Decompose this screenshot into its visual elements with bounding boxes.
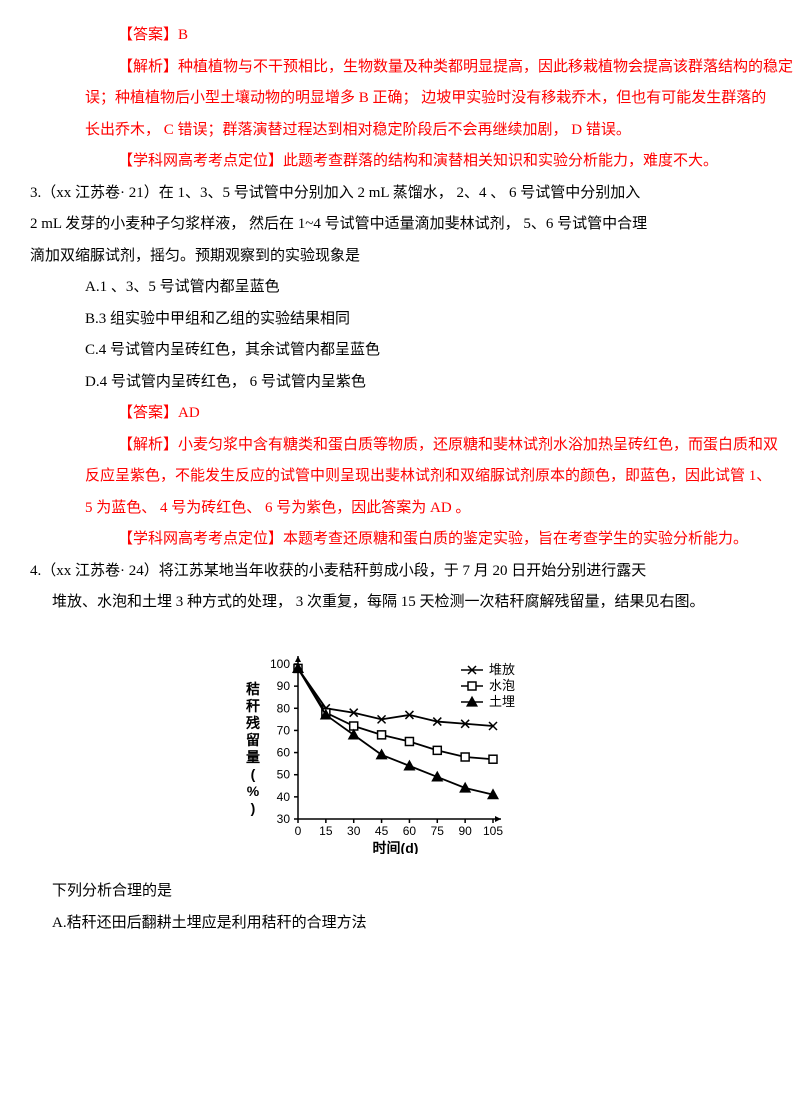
svg-text:秆: 秆 [246,698,260,714]
q3-explain-3: 5 为蓝色、 4 号为砖红色、 6 号为紫色，因此答案为 AD 。 [0,493,800,525]
svg-text:90: 90 [458,824,472,838]
svg-text:90: 90 [277,679,291,693]
svg-text:土埋: 土埋 [489,694,515,709]
q4-stem-1: 4.（xx 江苏卷· 24）将江苏某地当年收获的小麦秸秆剪成小段，于 7 月 2… [0,556,800,588]
q3-explain-2: 反应呈紫色，不能发生反应的试管中则呈现出斐林试剂和双缩脲试剂原本的颜色，即蓝色，… [0,461,800,493]
q2-answer: 【答案】B [0,20,800,52]
svg-text:45: 45 [375,824,389,838]
svg-text:留: 留 [246,732,260,748]
q3-option-d: D.4 号试管内呈砖红色， 6 号试管内呈紫色 [0,367,800,399]
svg-text:): ) [251,800,256,816]
q3-stem-1: 3.（xx 江苏卷· 21）在 1、3、5 号试管中分别加入 2 mL 蒸馏水，… [0,178,800,210]
svg-text:残: 残 [246,715,260,731]
svg-text:量: 量 [246,749,260,765]
svg-text:40: 40 [277,789,291,803]
q4-option-a: A.秸秆还田后翻耕土埋应是利用秸秆的合理方法 [0,908,800,940]
q2-source: 【学科网高考考点定位】此题考查群落的结构和演替相关知识和实验分析能力，难度不大。 [0,146,800,178]
q3-answer: 【答案】AD [0,398,800,430]
svg-text:30: 30 [277,812,291,826]
svg-text:100: 100 [270,657,290,671]
q3-stem-3: 滴加双缩脲试剂，摇匀。预期观察到的实验现象是 [0,241,800,273]
q3-explain-1: 【解析】小麦匀浆中含有糖类和蛋白质等物质，还原糖和斐林试剂水浴加热呈砖红色，而蛋… [0,430,800,462]
q2-explain-3: 长出乔木， C 错误；群落演替过程达到相对稳定阶段后不会再继续加剧， D 错误。 [0,115,800,147]
svg-text:水泡: 水泡 [489,678,515,693]
line-chart: 0 15 30 45 60 75 90 105 30 40 50 60 70 80 90 100 时间(d) 秸秆… [230,634,570,854]
q4-post: 下列分析合理的是 [0,876,800,908]
svg-text:105: 105 [483,824,503,838]
q3-option-c: C.4 号试管内呈砖红色，其余试管内都呈蓝色 [0,335,800,367]
q3-option-b: B.3 组实验中甲组和乙组的实验结果相同 [0,304,800,336]
svg-text:80: 80 [277,701,291,715]
q3-source: 【学科网高考考点定位】本题考查还原糖和蛋白质的鉴定实验，旨在考查学生的实验分析能… [0,524,800,556]
svg-text:15: 15 [319,824,333,838]
svg-text:60: 60 [403,824,417,838]
svg-text:%: % [247,783,260,799]
q4-stem-2: 堆放、水泡和土埋 3 种方式的处理， 3 次重复，每隔 15 天检测一次秸秆腐解… [0,587,800,619]
svg-text:30: 30 [347,824,361,838]
svg-text:70: 70 [277,723,291,737]
svg-text:60: 60 [277,745,291,759]
svg-text:75: 75 [431,824,445,838]
svg-text:堆放: 堆放 [489,662,515,677]
svg-text:(: ( [251,766,256,782]
svg-text:50: 50 [277,767,291,781]
svg-text:0: 0 [295,824,302,838]
q2-explain-1: 【解析】种植植物与不干预相比，生物数量及种类都明显提高，因此移栽植物会提高该群落… [0,52,800,84]
q3-stem-2: 2 mL 发芽的小麦种子匀浆样液， 然后在 1~4 号试管中适量滴加斐林试剂， … [0,209,800,241]
svg-text:秸: 秸 [246,681,260,697]
svg-text:时间(d): 时间(d) [373,840,419,854]
q2-explain-2: 误；种植植物后小型土壤动物的明显增多 B 正确； 边坡甲实验时没有移栽乔木，但也… [0,83,800,115]
chart-container: 0 15 30 45 60 75 90 105 30 40 50 60 70 80 90 100 时间(d) 秸秆… [0,619,800,877]
q3-option-a: A.1 、3、5 号试管内都呈蓝色 [0,272,800,304]
